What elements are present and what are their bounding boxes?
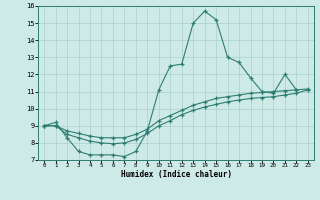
X-axis label: Humidex (Indice chaleur): Humidex (Indice chaleur): [121, 170, 231, 179]
